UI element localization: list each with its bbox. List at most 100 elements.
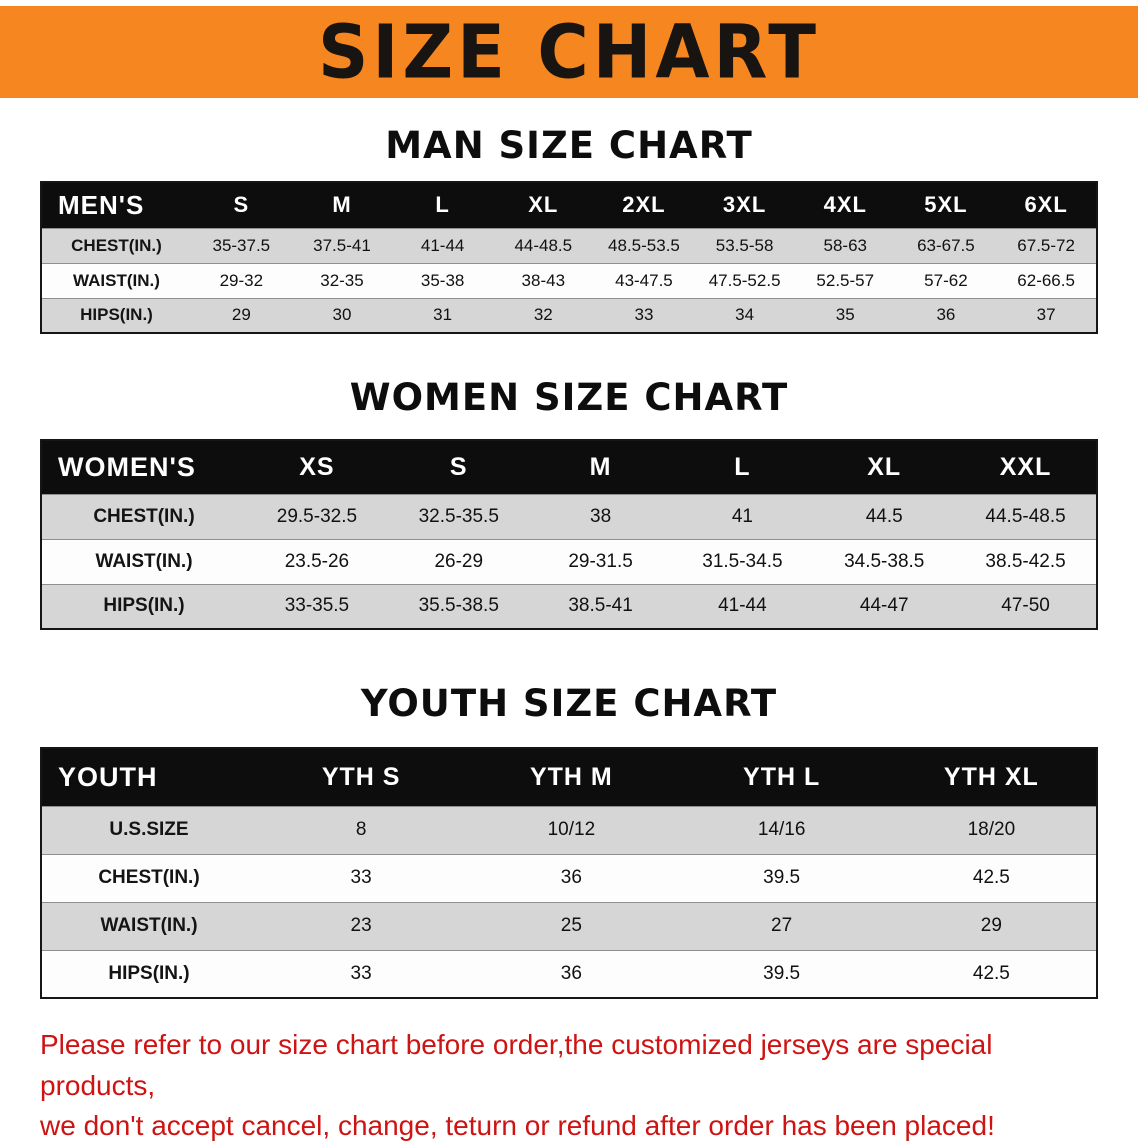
- disclaimer-text: Please refer to our size chart before or…: [40, 1025, 1114, 1147]
- size-value-cell: 57-62: [924, 270, 968, 290]
- size-column-header: M: [291, 182, 393, 228]
- size-value-cell: 44-47: [859, 595, 909, 617]
- size-column-header: L: [671, 440, 814, 494]
- size-value-cell: 33: [634, 305, 654, 325]
- size-column-header: 2XL: [593, 182, 695, 228]
- size-value-cell: 41-44: [718, 595, 767, 617]
- size-value-cell: 62-66.5: [1017, 270, 1075, 290]
- size-value-cell: 32: [533, 305, 553, 325]
- size-value-cell: 38: [590, 505, 612, 527]
- size-column-header: S: [191, 182, 292, 228]
- table-corner-label: MEN'S: [41, 182, 191, 228]
- size-value-cell: 29-31.5: [568, 550, 633, 572]
- size-value-cell: 33: [350, 867, 372, 888]
- size-value-cell: 23.5-26: [284, 550, 350, 572]
- size-value-cell: 53.5-58: [715, 235, 774, 255]
- size-column-header: XL: [813, 440, 956, 494]
- size-value-cell: 33: [350, 962, 372, 984]
- measurement-row-label: HIPS(IN.): [108, 962, 190, 984]
- size-value-cell: 67.5-72: [1017, 235, 1075, 255]
- size-value-cell: 34.5-38.5: [844, 550, 925, 572]
- banner-title: SIZE CHART: [317, 8, 821, 96]
- size-value-cell: 29: [231, 305, 251, 325]
- size-value-cell: 31: [433, 305, 453, 325]
- size-table-row: WAIST(IN.) 29-32 32-35 35-38 38-43 43-47.5 47.…: [41, 263, 1097, 298]
- men-size-table: MEN'S S M L XL 2XL 3XL 4XL 5XL 6XL CHEST(IN.) 35-37…: [40, 181, 1098, 334]
- size-table-row: CHEST(IN.) 35-37.5 37.5-41 41-44 44-48.5 48.5…: [41, 228, 1097, 263]
- measurement-row-label: CHEST(IN.): [93, 505, 195, 527]
- size-value-cell: 38.5-42.5: [985, 550, 1066, 572]
- size-column-header: YTH L: [676, 748, 887, 806]
- size-value-cell: 41-44: [420, 235, 465, 255]
- size-value-cell: 52.5-57: [816, 270, 875, 290]
- size-table-row: HIPS(IN.) 33 36 39.5 42.5: [41, 950, 1097, 998]
- women-size-section: WOMEN SIZE CHART WOMEN'S XS S M L XL XXL CHEST(…: [0, 376, 1138, 630]
- size-value-cell: 23: [350, 915, 372, 936]
- measurement-row-label: CHEST(IN.): [98, 867, 200, 888]
- size-value-cell: 37: [1036, 305, 1056, 325]
- size-column-header: M: [529, 440, 672, 494]
- size-table-row: HIPS(IN.) 29 30 31 32 33 34 35 36 37: [41, 298, 1097, 333]
- disclaimer-line-2: we don't accept cancel, change, teturn o…: [40, 1110, 995, 1142]
- size-value-cell: 63-67.5: [917, 235, 975, 255]
- size-column-header: YTH M: [466, 748, 677, 806]
- size-value-cell: 35: [835, 305, 855, 325]
- measurement-row-label: U.S.SIZE: [109, 819, 189, 840]
- size-value-cell: 31.5-34.5: [702, 550, 783, 572]
- size-column-header: YTH S: [256, 748, 467, 806]
- size-value-cell: 44.5: [865, 505, 903, 527]
- table-corner-label: WOMEN'S: [41, 440, 246, 494]
- measurement-row-label: WAIST(IN.): [95, 550, 193, 572]
- size-value-cell: 35-37.5: [212, 235, 271, 255]
- size-column-header: XL: [492, 182, 594, 228]
- size-table-row: WAIST(IN.) 23 25 27 29: [41, 902, 1097, 950]
- size-value-cell: 36: [560, 867, 582, 888]
- youth-size-section: YOUTH SIZE CHART YOUTH YTH S YTH M YTH L YTH…: [0, 682, 1138, 999]
- measurement-row-label: CHEST(IN.): [71, 235, 162, 255]
- size-value-cell: 58-63: [823, 235, 867, 255]
- size-value-cell: 35.5-38.5: [418, 595, 499, 617]
- men-chart-title: MAN SIZE CHART: [385, 124, 753, 167]
- size-chart-body: MAN SIZE CHART MEN'S S M L XL 2XL 3XL 4XL 5XL 6XL…: [0, 124, 1138, 1147]
- size-column-header: L: [392, 182, 493, 228]
- size-value-cell: 47-50: [1001, 595, 1050, 617]
- size-column-header: 3XL: [694, 182, 795, 228]
- size-column-header: YTH XL: [886, 748, 1097, 806]
- size-value-cell: 29.5-32.5: [276, 505, 358, 527]
- size-column-header: 4XL: [794, 182, 896, 228]
- size-value-cell: 10/12: [547, 819, 596, 840]
- size-value-cell: 30: [332, 305, 352, 325]
- women-chart-title: WOMEN SIZE CHART: [349, 376, 789, 419]
- size-value-cell: 29-32: [219, 270, 264, 290]
- measurement-row-label: WAIST(IN.): [100, 915, 198, 936]
- size-value-cell: 43-47.5: [615, 270, 673, 290]
- size-value-cell: 27: [771, 915, 793, 936]
- size-value-cell: 38.5-41: [568, 595, 633, 617]
- size-value-cell: 48.5-53.5: [608, 235, 680, 255]
- size-table-row: CHEST(IN.) 29.5-32.5 32.5-35.5 38 41 44.5 44.5…: [41, 494, 1097, 539]
- size-value-cell: 18/20: [967, 819, 1016, 840]
- size-value-cell: 38-43: [521, 270, 566, 290]
- disclaimer-line-1: Please refer to our size chart before or…: [40, 1029, 993, 1101]
- size-table-row: U.S.SIZE 8 10/12 14/16 18/20: [41, 806, 1097, 854]
- size-value-cell: 42.5: [972, 867, 1010, 888]
- size-value-cell: 34: [735, 305, 755, 325]
- size-value-cell: 37.5-41: [313, 235, 371, 255]
- table-corner-label: YOUTH: [41, 748, 256, 806]
- size-value-cell: 8: [355, 819, 367, 840]
- size-value-cell: 26-29: [434, 550, 484, 572]
- size-table-header-row: WOMEN'S XS S M L XL XXL: [41, 440, 1097, 494]
- size-value-cell: 14/16: [757, 819, 806, 840]
- size-value-cell: 44.5-48.5: [985, 505, 1066, 527]
- size-table-row: WAIST(IN.) 23.5-26 26-29 29-31.5 31.5-34.5 34…: [41, 539, 1097, 584]
- size-value-cell: 32-35: [320, 270, 364, 290]
- youth-chart-title: YOUTH SIZE CHART: [360, 682, 778, 725]
- size-column-header: 5XL: [895, 182, 997, 228]
- size-column-header: XS: [246, 440, 388, 494]
- size-value-cell: 44-48.5: [514, 235, 573, 255]
- size-value-cell: 47.5-52.5: [708, 270, 781, 290]
- size-column-header: 6XL: [996, 182, 1097, 228]
- size-chart-banner: SIZE CHART: [0, 6, 1138, 98]
- size-value-cell: 33-35.5: [284, 595, 350, 617]
- size-value-cell: 36: [560, 962, 582, 984]
